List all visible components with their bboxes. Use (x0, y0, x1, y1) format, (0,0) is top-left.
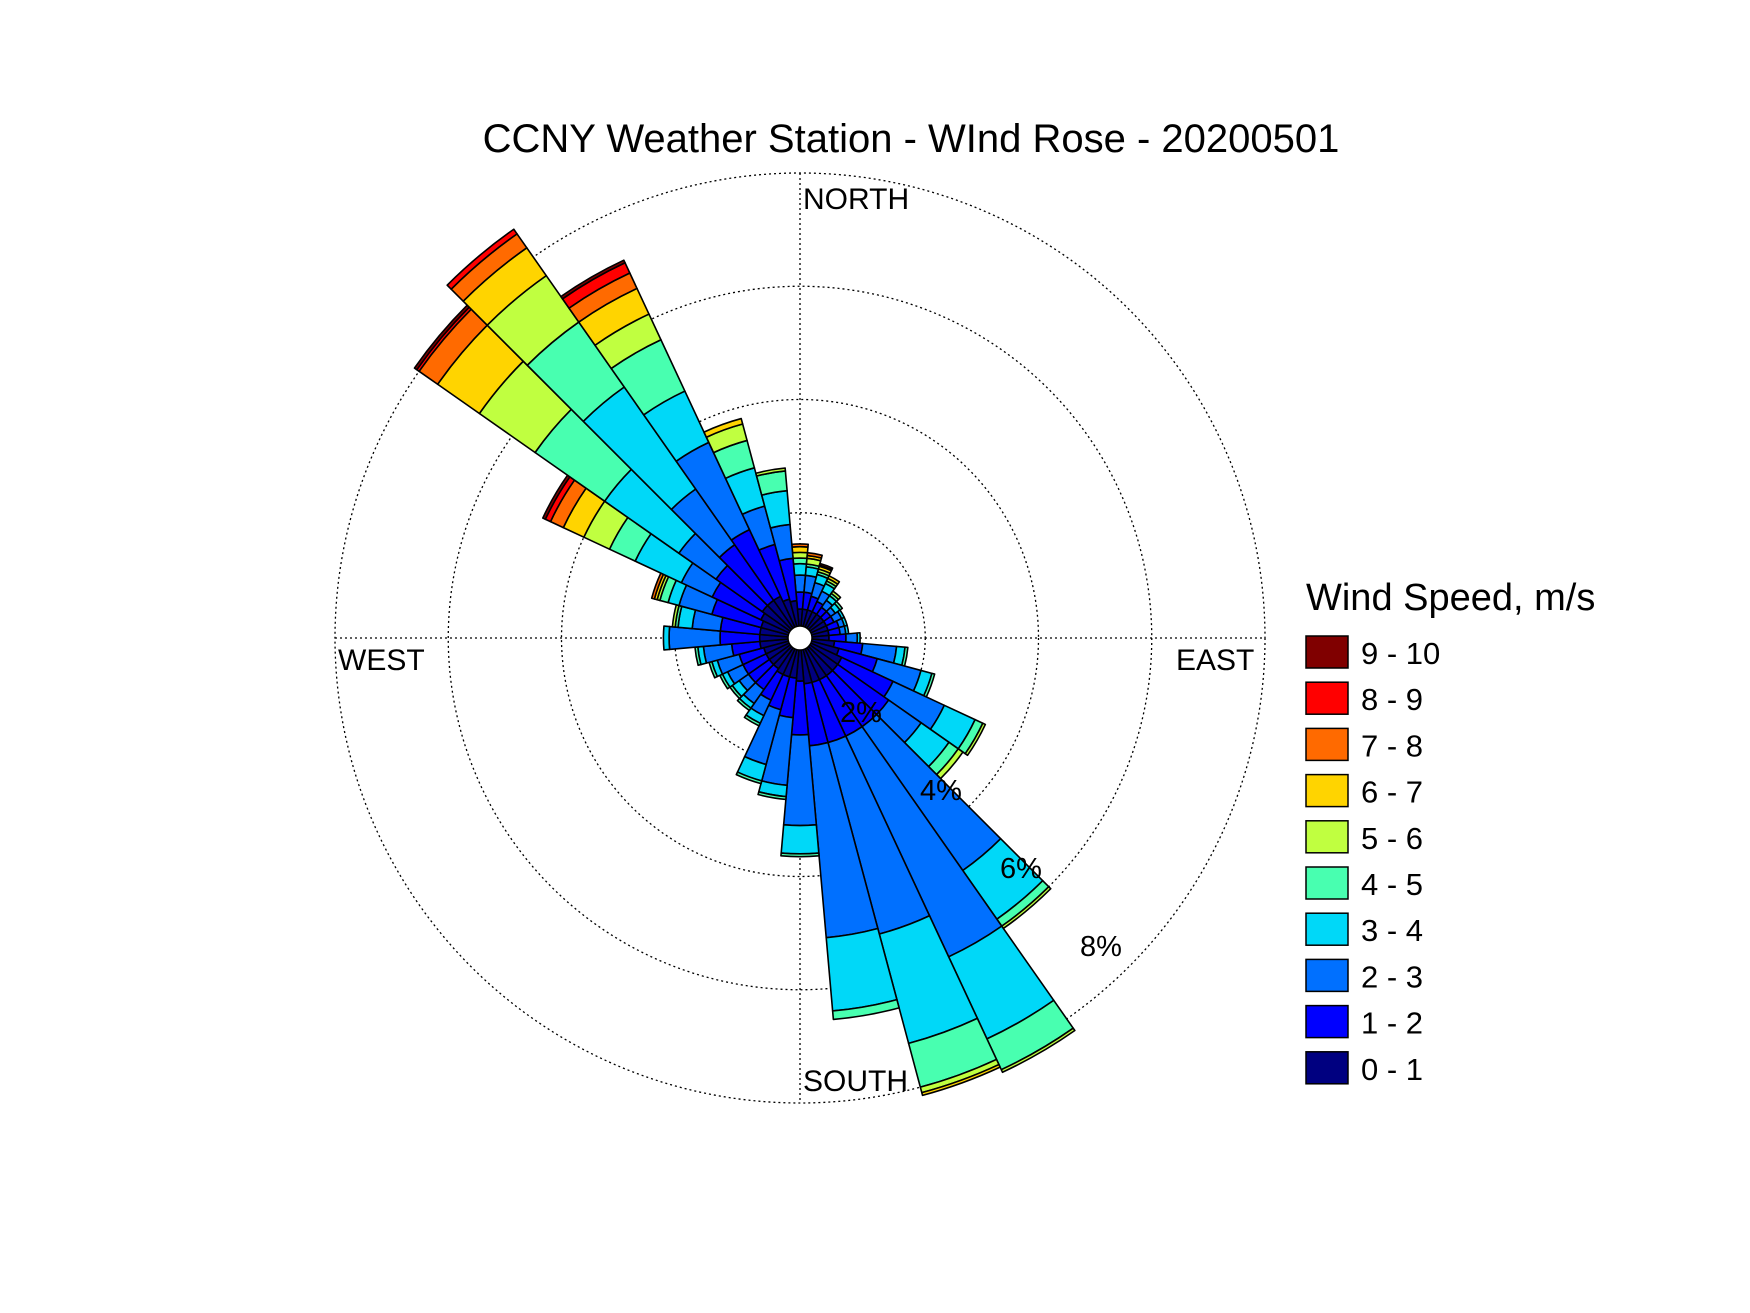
legend-label-1: 8 - 9 (1361, 682, 1423, 717)
petal-20-bin-8 (818, 562, 834, 571)
petal-40-bin-5 (830, 590, 842, 601)
ring-label-6: 6% (1000, 853, 1042, 885)
grid-ring-4 (560, 398, 1040, 878)
petal-180-bin-4 (780, 852, 820, 858)
petal-270-bin-3 (662, 625, 671, 651)
petal-150-bin-5 (1000, 1027, 1076, 1074)
ring-label-2: 2% (840, 697, 882, 729)
legend-swatch-4 (1305, 820, 1349, 854)
chart-title: CCNY Weather Station - WInd Rose - 20200… (483, 117, 1340, 161)
petal-340-bin-6 (703, 417, 744, 439)
petal-10-bin-7 (806, 551, 823, 559)
legend-label-4: 5 - 6 (1361, 821, 1423, 856)
petal-320-bin-8 (446, 228, 518, 290)
ring-label-8: 8% (1080, 931, 1122, 963)
petal-350-bin-5 (755, 467, 787, 477)
legend-label-6: 3 - 4 (1361, 913, 1423, 948)
south-label: SOUTH (803, 1065, 908, 1098)
petal-30-bin-6 (827, 575, 841, 585)
petal-0-bin-7 (790, 543, 810, 548)
legend-swatch-1 (1305, 681, 1349, 715)
west-label: WEST (338, 644, 425, 677)
petal-0-bin-3 (792, 562, 808, 577)
legend-swatch-6 (1305, 912, 1349, 946)
legend-label-9: 0 - 1 (1361, 1052, 1423, 1087)
legend-swatch-9 (1305, 1051, 1349, 1085)
legend-swatch-5 (1305, 866, 1349, 900)
petal-210-bin-4 (743, 714, 762, 727)
wind-rose-petals (413, 228, 1076, 1097)
legend-swatch-3 (1305, 773, 1349, 808)
legend-label-7: 2 - 3 (1361, 959, 1423, 994)
petal-160-bin-6 (921, 1063, 1001, 1097)
petal-90-bin-3 (856, 631, 861, 645)
legend-title: Wind Speed, m/s (1306, 577, 1595, 619)
petal-50-bin-4 (833, 600, 844, 611)
legend-label-5: 4 - 5 (1361, 867, 1423, 902)
legend: 9 - 10 8 - 9 7 - 8 6 - 7 5 - 6 4 - 5 3 - 4 2 - … (1305, 635, 1440, 1087)
center-hole (787, 625, 813, 651)
legend-swatch-7 (1305, 958, 1349, 993)
petal-200-bin-4 (735, 771, 763, 785)
petal-80-bin-3 (843, 624, 850, 635)
legend-label-2: 7 - 8 (1361, 728, 1423, 763)
petal-170-bin-4 (831, 998, 900, 1021)
legend-label-3: 6 - 7 (1361, 775, 1423, 810)
legend-label-8: 1 - 2 (1361, 1006, 1423, 1041)
petal-120-bin-5 (964, 722, 987, 757)
north-label: NORTH (803, 183, 909, 216)
petal-190-bin-4 (757, 791, 787, 801)
petal-330-bin-9 (560, 259, 626, 300)
east-label: EAST (1176, 644, 1254, 677)
legend-swatch-8 (1305, 1004, 1349, 1039)
legend-swatch-0 (1305, 635, 1349, 669)
legend-label-0: 9 - 10 (1361, 636, 1440, 671)
petal-180-bin-3 (780, 824, 820, 855)
ring-label-4: 4% (920, 775, 962, 807)
petal-220-bin-4 (736, 697, 752, 712)
legend-swatch-2 (1305, 727, 1349, 762)
